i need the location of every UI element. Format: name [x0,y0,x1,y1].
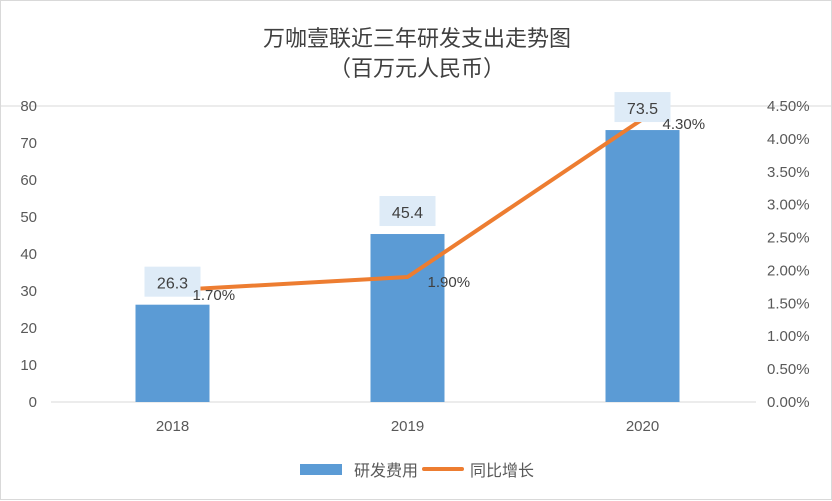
y-right-tick-label: 2.50% [767,230,810,247]
growth-line [170,117,645,293]
bar-data-label-bg [614,92,671,123]
x-tick-label: 2020 [626,418,659,435]
y-right-tick-label: 1.00% [767,328,810,345]
bar [605,130,680,403]
bar-data-label: 26.3 [157,276,188,293]
line-data-label: 4.30% [663,116,706,133]
legend-swatch-line [422,467,464,471]
legend-label-line: 同比增长 [470,461,535,480]
chart-title: 万咖壹联近三年研发支出走势图 [262,27,571,52]
x-tick-label: 2018 [156,418,189,435]
y-right-tick-label: 0.00% [767,394,810,411]
y-right-tick-label: 1.50% [767,295,810,312]
y-left-tick-label: 50 [20,209,37,226]
y-left-tick-label: 60 [20,172,37,189]
line-data-label: 1.90% [428,274,471,291]
y-left-tick-label: 80 [20,98,37,115]
legend-swatch-bar [299,463,342,475]
chart-subtitle: （百万元人民币） [328,57,505,82]
y-right-tick-label: 3.00% [767,197,810,214]
bar [135,304,210,402]
y-right-tick-label: 2.00% [767,262,810,279]
y-left-tick-label: 40 [20,246,37,263]
y-right-tick-label: 0.50% [767,361,810,378]
y-left-tick-label: 70 [20,135,37,152]
legend-label-bar: 研发费用 [353,461,418,480]
y-right-tick-label: 3.50% [767,164,810,181]
y-left-tick-label: 0 [29,394,37,411]
line-data-label: 1.70% [193,287,236,304]
bar-data-label-bg [379,196,436,227]
y-left-tick-label: 10 [20,357,37,374]
x-tick-label: 2019 [391,418,424,435]
y-right-tick-label: 4.00% [767,131,810,148]
bar-data-label: 45.4 [392,205,423,222]
bar-data-label-bg [144,266,201,297]
y-left-tick-label: 20 [20,320,37,337]
y-left-tick-label: 30 [20,283,37,300]
y-right-tick-label: 4.50% [767,98,810,115]
legend: 研发费用 同比增长 [1,457,832,481]
bar-data-label: 73.5 [627,101,658,118]
